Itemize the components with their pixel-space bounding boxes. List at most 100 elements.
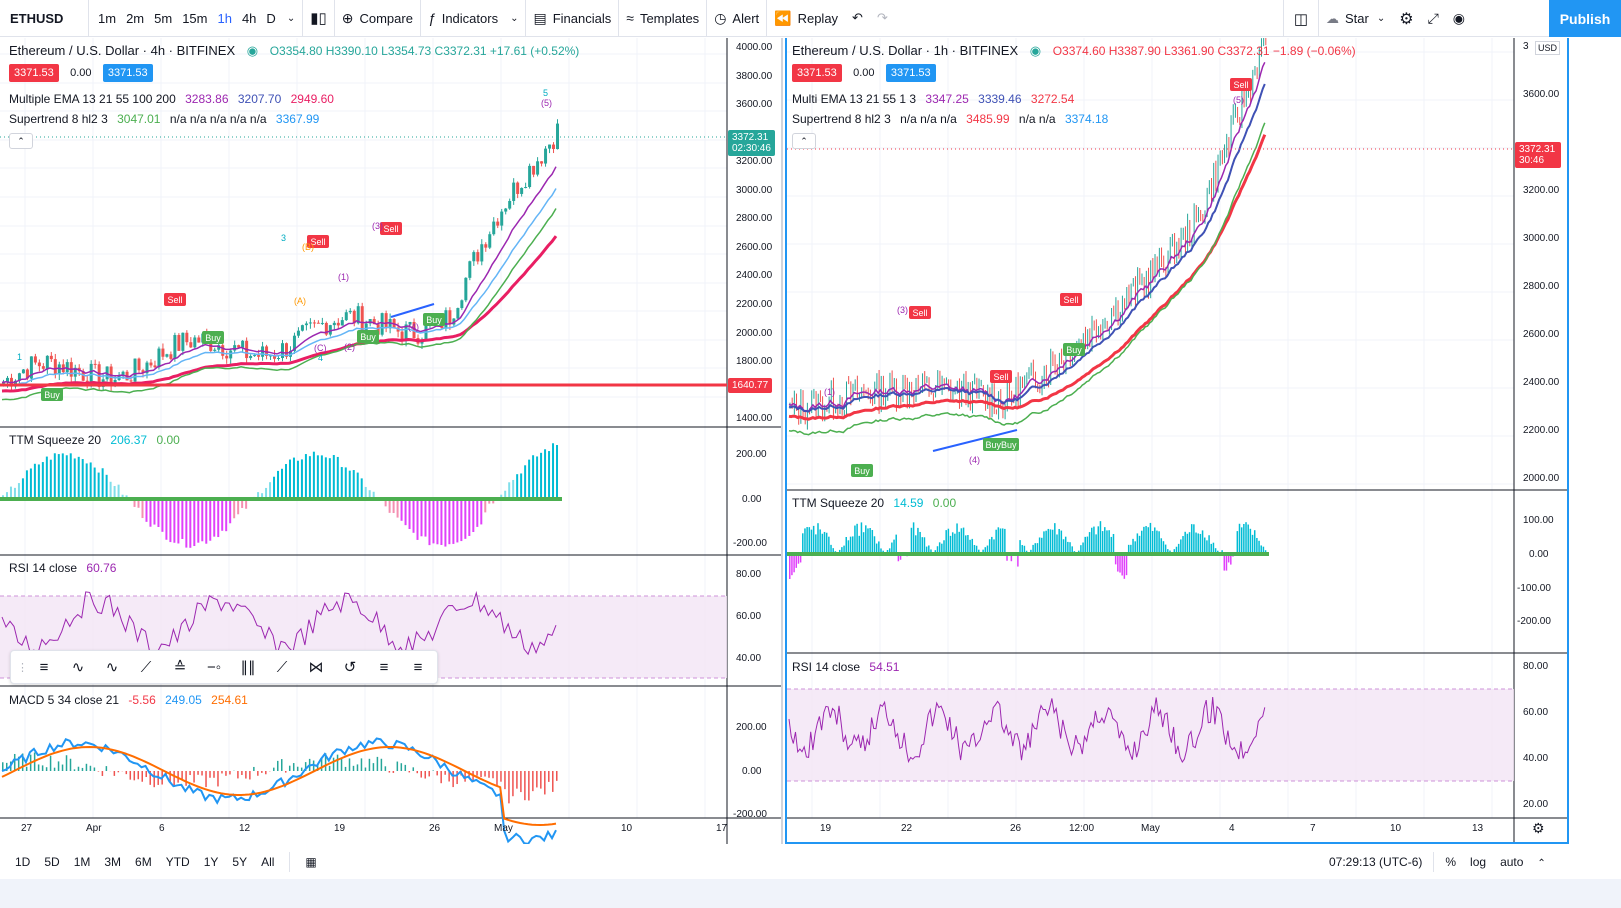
range-ytd[interactable]: YTD bbox=[165, 855, 190, 869]
templates-button[interactable]: ≈ Templates bbox=[619, 0, 706, 37]
redo-button[interactable]: ↷ bbox=[870, 0, 895, 37]
axis-tick: 80.00 bbox=[736, 569, 762, 580]
ttm-bar bbox=[1193, 524, 1195, 554]
ttm-bar bbox=[57, 454, 60, 499]
macd-hist-bar bbox=[388, 771, 391, 773]
range-all[interactable]: All bbox=[261, 855, 275, 869]
left-time-axis[interactable]: 27 Apr 6 12 19 26 May 10 17 bbox=[0, 818, 728, 842]
left-ask-price[interactable]: 3371.53 bbox=[102, 64, 153, 82]
collapse-legend-button[interactable]: ⌃ bbox=[792, 133, 816, 149]
right-price-axis[interactable]: 3 USD 3600.00 3200.00 3000.00 2800.00 26… bbox=[1515, 38, 1567, 490]
time-tick: 7 bbox=[1310, 823, 1316, 834]
candle-body bbox=[129, 380, 133, 382]
compare-button[interactable]: ⊕ Compare bbox=[335, 0, 420, 37]
timeframe-d[interactable]: D bbox=[266, 10, 276, 26]
collapse-panel-button[interactable]: ⌃ bbox=[1530, 855, 1552, 869]
left-rsi-legend[interactable]: RSI 14 close 60.76 bbox=[9, 561, 116, 575]
left-symbol-title[interactable]: Ethereum / U.S. Dollar · 4h · BITFINEX bbox=[9, 43, 236, 58]
right-rsi-axis[interactable]: 80.00 60.00 40.00 20.00 bbox=[1515, 653, 1567, 818]
timeframe-1h[interactable]: 1h bbox=[217, 10, 232, 26]
timeframe-1m[interactable]: 1m bbox=[98, 10, 117, 26]
ttm-bar bbox=[464, 499, 467, 539]
right-ttm-axis[interactable]: 100.00 0.00 -100.00 -200.00 bbox=[1515, 490, 1567, 653]
star-button[interactable]: ☁ Star ⌄ bbox=[1319, 0, 1392, 37]
range-1y[interactable]: 1Y bbox=[203, 855, 219, 869]
right-ask-price[interactable]: 3371.53 bbox=[885, 64, 936, 82]
timeframe-2m[interactable]: 2m bbox=[126, 10, 145, 26]
ray-tool-icon[interactable]: −◦ bbox=[206, 658, 222, 676]
percent-toggle[interactable]: % bbox=[1445, 855, 1457, 869]
calendar-icon: ▦ bbox=[305, 855, 317, 869]
left-macd-axis[interactable]: 200.00 0.00 -200.00 bbox=[728, 686, 781, 820]
left-chart[interactable]: Sell Sell Sell Buy Buy Buy Buy 1 3 4 5 (1) (2) (3) (4)… bbox=[0, 38, 783, 844]
right-time-axis[interactable]: 19 22 26 12:00 May 4 7 10 13 bbox=[787, 818, 1515, 842]
timeframe-4h[interactable]: 4h bbox=[241, 10, 257, 26]
left-supertrend-legend[interactable]: Supertrend 8 hl2 3 3047.01 n/a n/a n/a n… bbox=[9, 112, 319, 126]
snapshot-button[interactable]: ◉ bbox=[1446, 0, 1472, 37]
range-6m[interactable]: 6M bbox=[135, 855, 152, 869]
ttm-bar bbox=[812, 525, 815, 554]
range-3m[interactable]: 3M bbox=[104, 855, 122, 869]
left-ttm-legend[interactable]: TTM Squeeze 20 206.37 0.00 bbox=[9, 433, 180, 447]
left-macd-legend[interactable]: MACD 5 34 close 21 -5.56 249.05 254.61 bbox=[9, 693, 248, 707]
hline-tool-icon[interactable]: ≡ bbox=[39, 658, 49, 676]
publish-button[interactable]: Publish bbox=[1549, 0, 1621, 37]
right-supertrend-legend[interactable]: Supertrend 8 hl2 3 n/a n/a n/a 3485.99 n… bbox=[792, 112, 1108, 126]
range-5d[interactable]: 5D bbox=[44, 855, 60, 869]
left-bid-price[interactable]: 3371.53 bbox=[9, 64, 59, 82]
xabcd-tool-icon[interactable]: ⋈ bbox=[308, 659, 324, 676]
drag-handle-icon[interactable]: ⋮ bbox=[17, 661, 28, 674]
chevron-up-icon: ⌃ bbox=[1537, 858, 1546, 869]
spiral-tool-icon[interactable]: ↺ bbox=[343, 659, 357, 676]
auto-toggle[interactable]: auto bbox=[1500, 855, 1524, 869]
fullscreen-button[interactable]: ⤢ bbox=[1421, 0, 1446, 37]
timeframe-15m[interactable]: 15m bbox=[182, 10, 208, 26]
left-ttm-axis[interactable]: 200.00 0.00 -200.00 bbox=[728, 427, 781, 555]
goto-date-button[interactable]: ▦ bbox=[298, 855, 323, 869]
ttm-bar bbox=[1256, 537, 1258, 554]
right-chart[interactable]: Sell Sell Sell Sell Buy BuyBuy Buy (1) (3) (4) (5)… bbox=[785, 38, 1569, 844]
timeframe-5m[interactable]: 5m bbox=[154, 10, 173, 26]
line-tool-icon[interactable]: ⟋ bbox=[276, 658, 288, 676]
ttm-bar bbox=[993, 539, 995, 554]
replay-button[interactable]: ⏪ Replay bbox=[767, 0, 845, 37]
ttm-bar bbox=[1138, 535, 1141, 554]
left-ema-legend[interactable]: Multiple EMA 13 21 55 100 200 3283.86 32… bbox=[9, 92, 334, 106]
right-symbol-title[interactable]: Ethereum / U.S. Dollar · 1h · BITFINEX bbox=[792, 43, 1019, 58]
chart-type-button[interactable]: ▮▯ bbox=[303, 0, 334, 37]
collapse-legend-button[interactable]: ⌃ bbox=[9, 133, 33, 149]
ttm-bar bbox=[1214, 548, 1217, 554]
left-rsi-axis[interactable]: 80.00 60.00 40.00 bbox=[728, 555, 781, 685]
layout-button[interactable]: ◫ bbox=[1284, 0, 1318, 37]
regression-icon[interactable]: ≡ bbox=[413, 658, 423, 676]
indicators-button[interactable]: ƒ Indicators ⌄ bbox=[421, 0, 526, 37]
left-price-axis[interactable]: 4000.00 3800.00 3600.00 3200.00 3000.00 … bbox=[728, 38, 781, 428]
right-bid-price[interactable]: 3371.53 bbox=[792, 64, 842, 82]
right-rsi-legend[interactable]: RSI 14 close 54.51 bbox=[792, 660, 899, 674]
function-icon: ƒ bbox=[427, 10, 436, 26]
right-ema-legend[interactable]: Multi EMA 13 21 55 1 3 3347.25 3339.46 3… bbox=[792, 92, 1074, 106]
range-1m[interactable]: 1M bbox=[73, 855, 91, 869]
alert-button[interactable]: ◷ Alert bbox=[707, 0, 766, 37]
vertical-lines-icon[interactable]: ∥∥ bbox=[240, 659, 256, 676]
ttm-bar bbox=[340, 467, 343, 499]
abc-pattern-icon[interactable]: ∿ bbox=[105, 659, 119, 676]
right-ttm-legend[interactable]: TTM Squeeze 20 14.59 0.00 bbox=[792, 496, 956, 510]
plus-circle-icon: ⊕ bbox=[341, 9, 354, 26]
clock[interactable]: 07:29:13 (UTC-6) bbox=[1329, 855, 1423, 869]
symbol-search[interactable]: ETHUSD bbox=[10, 10, 64, 26]
range-1d[interactable]: 1D bbox=[15, 855, 31, 869]
parallel-channel-icon[interactable]: ≡ bbox=[379, 658, 389, 676]
financials-button[interactable]: ▤ Financials bbox=[526, 0, 618, 37]
undo-button[interactable]: ↶ bbox=[845, 0, 870, 37]
timeframe-dropdown-icon[interactable]: ⌄ bbox=[286, 12, 296, 24]
settings-button[interactable]: ⚙ bbox=[1392, 0, 1420, 37]
range-5y[interactable]: 5Y bbox=[232, 855, 248, 869]
trendline-tool-icon[interactable]: ⟋ bbox=[140, 658, 152, 676]
currency-label[interactable]: USD bbox=[1535, 41, 1561, 55]
axis-settings-button[interactable]: ⚙ bbox=[1532, 820, 1545, 837]
pattern-tool-icon[interactable]: ∿ bbox=[71, 659, 85, 676]
log-toggle[interactable]: log bbox=[1470, 855, 1487, 869]
fib-tool-icon[interactable]: ≙ bbox=[173, 659, 187, 676]
